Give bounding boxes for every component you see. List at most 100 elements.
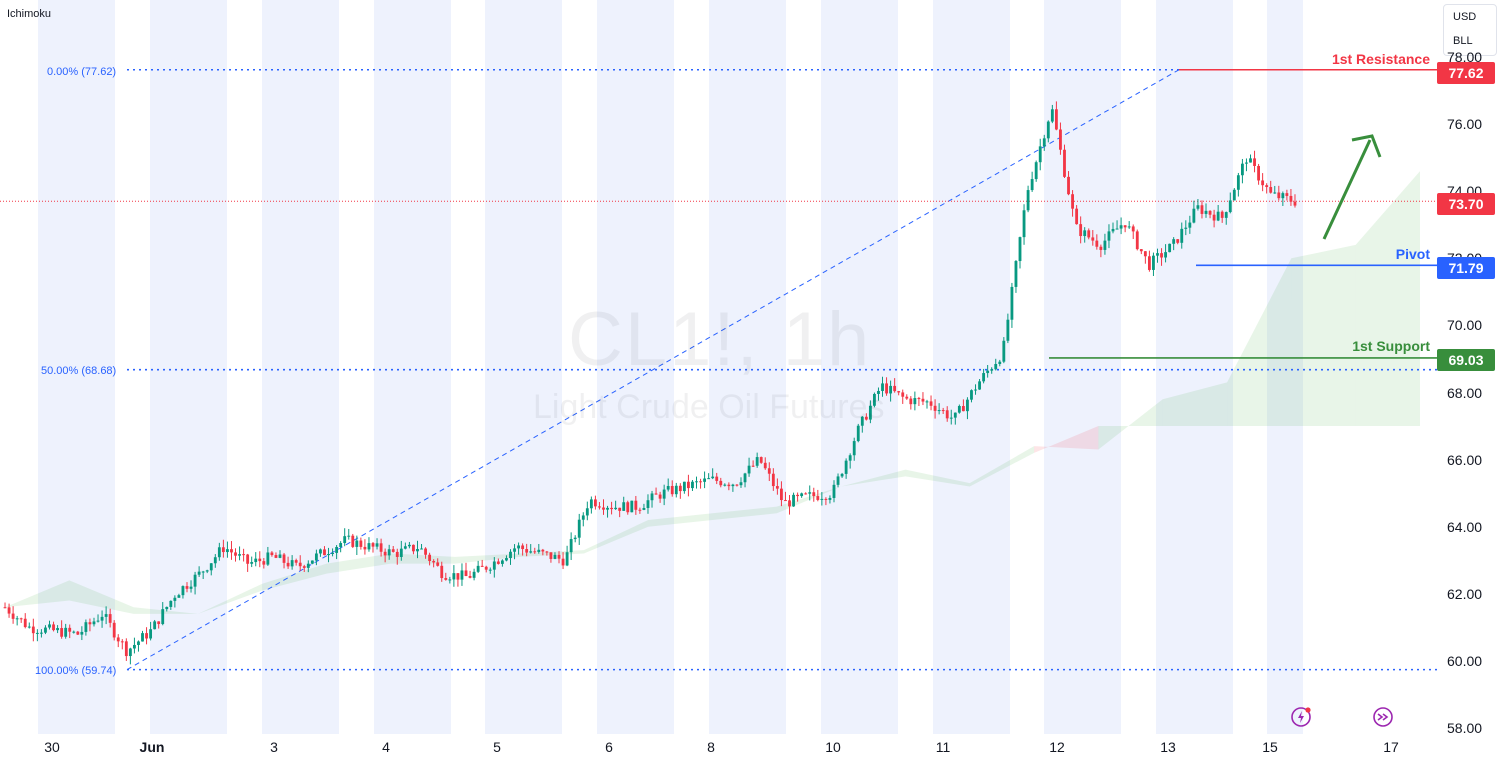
candle-body bbox=[606, 507, 609, 510]
candle-body bbox=[812, 492, 816, 497]
candle-body bbox=[622, 502, 626, 511]
candle-body bbox=[545, 551, 549, 553]
candle-body bbox=[1143, 251, 1147, 257]
ichimoku-cloud-segment bbox=[648, 513, 713, 527]
candle bbox=[1240, 158, 1244, 184]
candle-body bbox=[399, 548, 403, 557]
candle bbox=[545, 550, 549, 556]
candle-body bbox=[96, 620, 100, 622]
candle bbox=[250, 556, 254, 568]
candle-body bbox=[444, 578, 448, 580]
candle bbox=[589, 496, 593, 514]
candle-body bbox=[1232, 189, 1236, 201]
candle bbox=[1018, 236, 1022, 269]
candle bbox=[104, 606, 108, 625]
candle bbox=[258, 551, 262, 568]
candle-body bbox=[537, 549, 541, 553]
candle bbox=[751, 460, 755, 467]
candle-body bbox=[974, 389, 977, 391]
candle bbox=[885, 377, 888, 396]
candle bbox=[399, 540, 403, 561]
candle-body bbox=[735, 484, 739, 486]
candle-body bbox=[840, 473, 844, 477]
candle-body bbox=[124, 641, 128, 657]
currency-menu[interactable]: USD BLL bbox=[1443, 4, 1497, 56]
session-band bbox=[821, 0, 898, 734]
candle-body bbox=[133, 644, 136, 649]
candle-body bbox=[1083, 230, 1087, 237]
session-band bbox=[933, 0, 1010, 734]
candle bbox=[925, 399, 929, 409]
candle bbox=[11, 606, 15, 624]
currency-option-bll[interactable]: BLL bbox=[1453, 35, 1473, 47]
candle bbox=[149, 621, 153, 641]
candle-body bbox=[452, 573, 456, 580]
candle-body bbox=[751, 465, 755, 467]
candle-body bbox=[1212, 214, 1216, 221]
candle-body bbox=[44, 627, 47, 633]
candle bbox=[1063, 144, 1066, 179]
candle bbox=[428, 552, 432, 566]
candle-body bbox=[92, 621, 96, 625]
indicator-label[interactable]: Ichimoku bbox=[7, 8, 52, 20]
candle bbox=[403, 542, 407, 550]
candle bbox=[1119, 217, 1123, 235]
candle bbox=[193, 571, 197, 595]
candle bbox=[391, 546, 395, 553]
lightning-icon[interactable] bbox=[1290, 706, 1312, 728]
resistance-label: 1st Resistance bbox=[1331, 51, 1430, 67]
candle-body bbox=[585, 508, 589, 516]
candle-body bbox=[505, 558, 508, 561]
candle bbox=[832, 480, 836, 503]
candle bbox=[1200, 200, 1204, 219]
watermark-description: Light Crude Oil Futures bbox=[533, 388, 885, 426]
forward-arrow-icon[interactable] bbox=[1372, 706, 1394, 728]
candle-body bbox=[128, 648, 132, 657]
candle bbox=[585, 501, 589, 521]
time-tick: 4 bbox=[382, 739, 390, 755]
candle bbox=[157, 621, 161, 629]
candle bbox=[618, 507, 622, 518]
candle bbox=[492, 557, 496, 578]
candle bbox=[496, 558, 500, 565]
candle bbox=[177, 593, 181, 598]
candle-body bbox=[254, 558, 258, 563]
candle bbox=[771, 468, 775, 491]
candle bbox=[270, 551, 274, 557]
currency-option-usd[interactable]: USD bbox=[1453, 11, 1477, 23]
candle bbox=[35, 629, 39, 642]
candle bbox=[124, 638, 128, 661]
candle bbox=[76, 630, 80, 636]
candle-body bbox=[630, 500, 634, 513]
candle bbox=[735, 484, 739, 487]
candle-body bbox=[877, 390, 880, 394]
candle-body bbox=[460, 570, 464, 580]
candle-body bbox=[1115, 228, 1119, 230]
candle-body bbox=[658, 494, 662, 499]
ichimoku-cloud-segment bbox=[1034, 426, 1099, 453]
candle bbox=[1208, 210, 1212, 219]
candle bbox=[1131, 224, 1135, 240]
candle bbox=[1139, 249, 1143, 255]
candle-body bbox=[35, 632, 39, 634]
candle-body bbox=[1095, 240, 1099, 247]
ichimoku-cloud-segment bbox=[133, 607, 198, 614]
candle bbox=[1002, 337, 1006, 364]
candle-body bbox=[165, 606, 169, 610]
candle-body bbox=[618, 507, 622, 511]
candle-body bbox=[966, 399, 969, 412]
candle bbox=[1204, 203, 1208, 218]
candle-body bbox=[1135, 231, 1139, 250]
candle bbox=[1277, 185, 1281, 201]
candle-body bbox=[339, 543, 343, 547]
candle-body bbox=[1111, 228, 1115, 232]
candle-body bbox=[509, 551, 512, 559]
candle-body bbox=[221, 547, 225, 553]
candle-body bbox=[294, 560, 298, 563]
candle bbox=[1075, 205, 1079, 225]
candle bbox=[921, 392, 925, 406]
candle bbox=[1228, 192, 1232, 214]
candle-body bbox=[695, 481, 698, 483]
